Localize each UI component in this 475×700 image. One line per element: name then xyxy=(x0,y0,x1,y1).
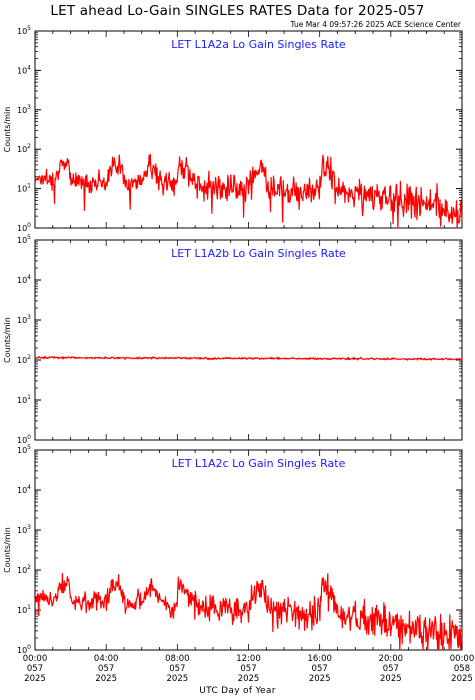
panel-title: LET L1A2a Lo Gain Singles Rate xyxy=(171,38,346,51)
x-tick-label-time: 12:00 xyxy=(236,654,261,664)
x-tick-label-doy: 057 xyxy=(383,664,399,674)
y-tick-label: 105 xyxy=(17,234,31,245)
generation-timestamp: Tue Mar 4 09:57:26 2025 ACE Science Cent… xyxy=(290,20,461,29)
x-tick-label-year: 2025 xyxy=(451,674,473,684)
x-tick-label-year: 2025 xyxy=(95,674,117,684)
y-tick-label: 100 xyxy=(17,434,31,445)
y-tick-label: 102 xyxy=(17,564,31,575)
y-tick-label: 102 xyxy=(17,143,31,154)
y-tick-label: 101 xyxy=(17,604,31,615)
y-axis-label: Counts/min xyxy=(3,527,12,573)
x-tick-label-doy: 057 xyxy=(312,664,328,674)
y-tick-label: 100 xyxy=(17,222,31,233)
x-tick-label-time: 08:00 xyxy=(165,654,190,664)
y-axis-label: Counts/min xyxy=(3,317,12,363)
x-tick-label-doy: 057 xyxy=(98,664,114,674)
y-tick-label: 105 xyxy=(17,444,31,455)
y-tick-label: 101 xyxy=(17,394,31,405)
y-tick-label: 104 xyxy=(17,484,31,495)
x-tick-label-year: 2025 xyxy=(380,674,402,684)
x-tick-label-year: 2025 xyxy=(167,674,189,684)
panel-frame xyxy=(34,239,463,441)
x-tick-label-doy: 057 xyxy=(240,664,256,674)
series-line xyxy=(34,153,463,229)
x-tick-label-year: 2025 xyxy=(24,674,46,684)
y-axis-label: Counts/min xyxy=(3,107,12,153)
x-tick-label-time: 00:00 xyxy=(450,654,475,664)
x-tick-label-time: 20:00 xyxy=(379,654,404,664)
y-tick-label: 104 xyxy=(17,274,31,285)
y-tick-label: 104 xyxy=(17,64,31,75)
y-tick-label: 101 xyxy=(17,183,31,194)
x-tick-label-doy: 057 xyxy=(169,664,185,674)
x-tick-label-doy: 057 xyxy=(27,664,43,674)
y-tick-label: 103 xyxy=(17,314,31,325)
x-tick-label-time: 16:00 xyxy=(307,654,332,664)
panel-title: LET L1A2c Lo Gain Singles Rate xyxy=(172,457,346,470)
y-tick-label: 100 xyxy=(17,644,31,655)
x-tick-label-time: 00:00 xyxy=(23,654,48,664)
series-line xyxy=(34,572,463,651)
y-tick-label: 103 xyxy=(17,104,31,115)
x-axis-label: UTC Day of Year xyxy=(199,686,276,696)
x-tick-label-doy: 058 xyxy=(454,664,470,674)
x-tick-label-year: 2025 xyxy=(238,674,260,684)
y-tick-label: 102 xyxy=(17,354,31,365)
panel-title: LET L1A2b Lo Gain Singles Rate xyxy=(171,247,346,260)
series-line xyxy=(34,355,463,361)
x-tick-label-year: 2025 xyxy=(309,674,331,684)
x-tick-label-time: 04:00 xyxy=(94,654,119,664)
y-tick-label: 103 xyxy=(17,524,31,535)
y-tick-label: 105 xyxy=(17,25,31,36)
chart-title: LET ahead Lo-Gain SINGLES RATES Data for… xyxy=(50,3,425,19)
